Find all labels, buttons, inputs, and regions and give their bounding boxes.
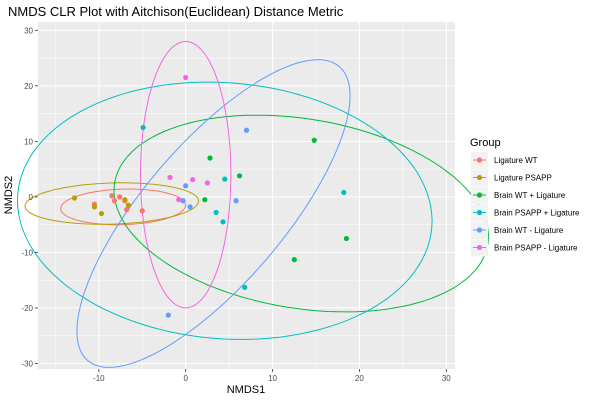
y-tick-label: -30: [21, 359, 33, 368]
data-point: [91, 204, 98, 210]
y-axis-title: NMDS2: [3, 176, 15, 215]
y-tick-label: 20: [24, 82, 33, 91]
x-axis-title: NMDS1: [227, 384, 266, 396]
data-point: [111, 198, 118, 204]
data-point: [140, 124, 146, 131]
data-point: [236, 173, 243, 179]
confidence-ellipse: [60, 188, 187, 226]
legend-key-point: [476, 227, 483, 233]
data-point: [122, 197, 128, 203]
data-point: [109, 193, 115, 199]
legend-item: Ligature WT: [471, 152, 538, 169]
data-point: [242, 284, 248, 290]
data-point: [213, 209, 219, 216]
data-point: [165, 312, 171, 318]
legend-item: Brain WT - Ligature: [471, 222, 564, 239]
legend-label: Ligature PSAPP: [494, 174, 552, 183]
confidence-ellipse: [76, 59, 351, 368]
y-tick-label: -10: [21, 248, 33, 257]
data-point: [291, 257, 297, 263]
x-tick-label: 30: [442, 374, 451, 383]
legend-label: Brain PSAPP + Ligature: [494, 209, 580, 218]
point-layer: [71, 74, 350, 318]
legend-key-point: [476, 157, 483, 163]
data-point: [183, 74, 189, 81]
grid-lines: [38, 22, 455, 369]
legend: Group Ligature WT Ligature PSAPP Brain WT …: [470, 137, 580, 257]
data-point: [343, 235, 350, 242]
x-tick-label: 20: [355, 374, 364, 383]
axis-ticks: -10 0 10 20 30 -30 -20 -10 0 10 20 30: [21, 26, 451, 383]
data-point: [207, 155, 213, 161]
x-tick-label: -10: [93, 374, 105, 383]
data-point: [183, 183, 189, 189]
legend-label: Brain WT - Ligature: [494, 226, 564, 235]
data-point: [167, 174, 173, 181]
data-point: [180, 198, 186, 204]
y-tick-label: -20: [21, 304, 33, 313]
data-point: [176, 197, 182, 203]
data-point: [204, 180, 211, 186]
legend-label: Brain WT + Ligature: [494, 191, 566, 200]
x-tick-label: 10: [268, 374, 277, 383]
plot-panel: [38, 22, 455, 369]
chart-title: NMDS CLR Plot with Aitchison(Euclidean) …: [8, 4, 344, 19]
data-point: [71, 195, 78, 201]
legend-key-point: [476, 244, 483, 251]
legend-title: Group: [470, 137, 501, 149]
data-point: [202, 197, 208, 203]
data-point: [220, 219, 226, 225]
data-point: [311, 137, 317, 143]
data-point: [233, 198, 239, 204]
legend-label: Ligature WT: [494, 156, 538, 165]
confidence-ellipse: [113, 114, 489, 313]
ellipse-layer: [16, 40, 489, 368]
data-point: [187, 204, 193, 210]
confidence-ellipse: [139, 40, 232, 309]
legend-key-point: [476, 209, 483, 216]
data-point: [98, 210, 105, 217]
data-point: [190, 177, 196, 183]
data-point: [125, 202, 131, 208]
confidence-ellipse: [16, 81, 433, 340]
legend-item: Ligature PSAPP: [471, 169, 552, 187]
data-point: [243, 127, 250, 133]
data-point: [124, 207, 130, 213]
x-tick-label: 0: [183, 374, 188, 383]
legend-label: Brain PSAPP - Ligature: [494, 244, 578, 253]
confidence-ellipse: [24, 182, 200, 225]
legend-key-point: [476, 192, 483, 198]
data-point: [341, 189, 347, 196]
legend-item: Brain PSAPP + Ligature: [471, 204, 580, 222]
data-point: [222, 176, 228, 182]
data-point: [139, 208, 145, 214]
data-point: [117, 194, 123, 200]
legend-item: Brain PSAPP - Ligature: [471, 239, 578, 257]
y-tick-label: 10: [24, 137, 33, 146]
legend-key-point: [476, 174, 483, 181]
legend-item: Brain WT + Ligature: [471, 187, 566, 204]
y-tick-label: 30: [24, 26, 33, 35]
y-tick-label: 0: [29, 193, 34, 202]
